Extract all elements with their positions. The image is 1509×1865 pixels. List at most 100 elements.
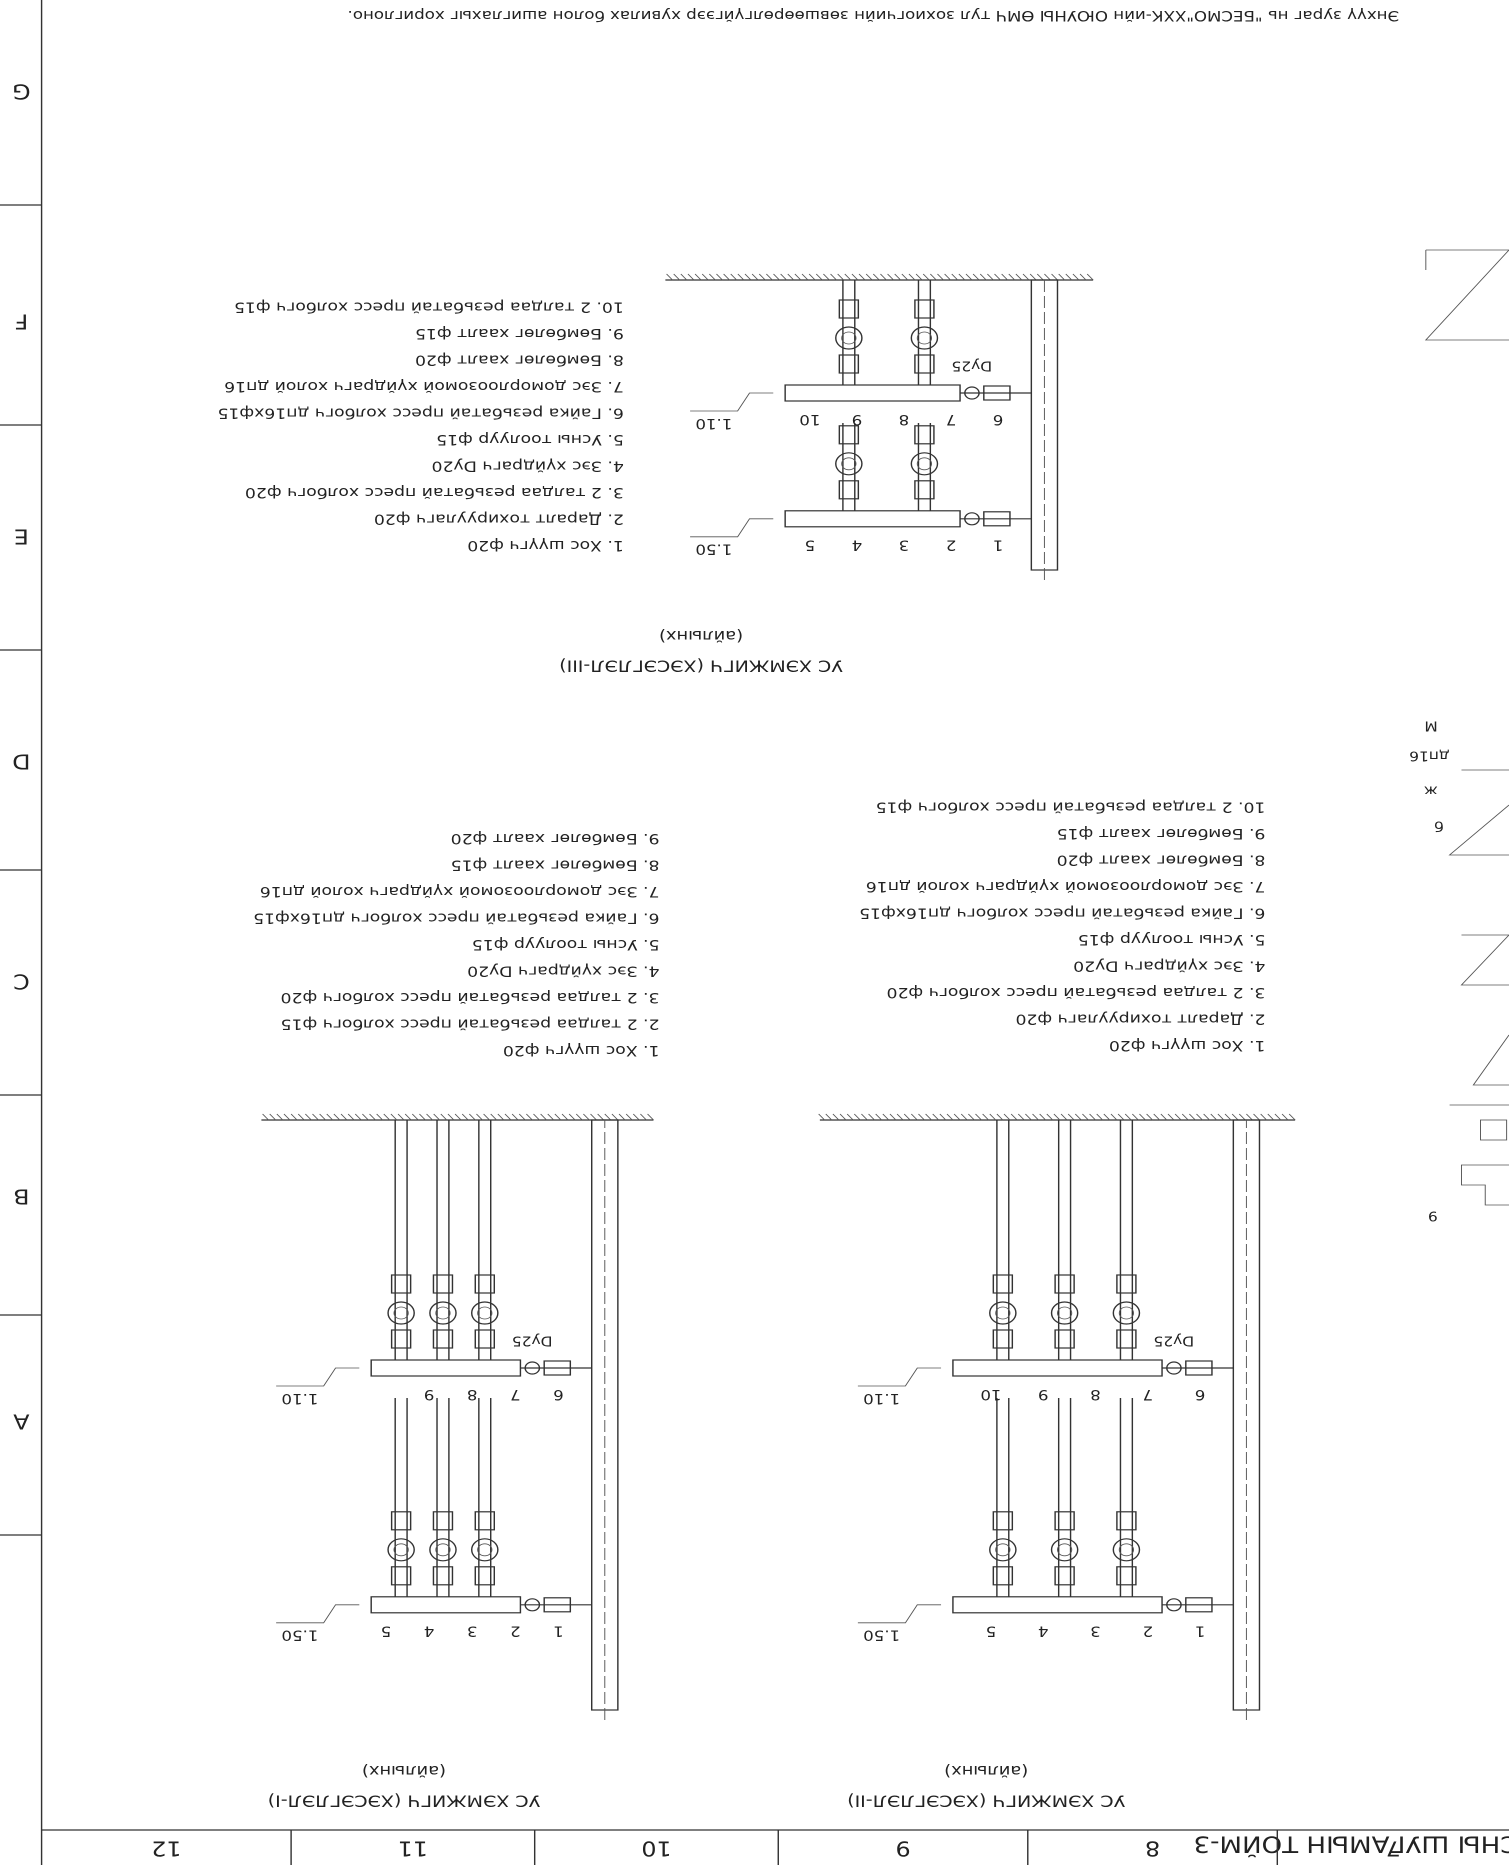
- legend-item: 8. Бөмбөлөг хаалт ф20: [1057, 852, 1266, 869]
- level-marker: [857, 1367, 942, 1387]
- water-meter: [1112, 1301, 1141, 1325]
- sketch-label: М: [1424, 718, 1437, 733]
- fitting: [838, 480, 860, 500]
- floor-hatch: [1267, 1113, 1275, 1121]
- callout: 9: [852, 411, 863, 427]
- callout: 6: [553, 1386, 564, 1402]
- callout: 5: [805, 537, 816, 553]
- valve: [1185, 1597, 1213, 1613]
- floor-hatch: [996, 1113, 1004, 1121]
- floor-hatch: [1046, 1113, 1054, 1121]
- floor-hatch: [1060, 1113, 1068, 1121]
- water-meter: [429, 1301, 457, 1325]
- water-meter-dial: [435, 1306, 451, 1320]
- floor-hatch: [979, 273, 987, 281]
- floor-hatch: [946, 1113, 954, 1121]
- water-meter: [429, 1538, 457, 1562]
- legend-item: 3. 2 талдаа резьбатай пресс холбогч ф20: [245, 484, 624, 501]
- floor-hatch: [1072, 273, 1080, 281]
- fitting: [1054, 1329, 1075, 1349]
- water-meter-dial: [916, 331, 933, 345]
- floor-hatch: [844, 273, 852, 281]
- floor-hatch: [801, 273, 809, 281]
- fitting: [432, 1511, 454, 1531]
- floor-hatch: [347, 1113, 355, 1121]
- floor-hatch: [958, 273, 966, 281]
- legend-item: 2. Даралт тохируулагч ф20: [1015, 1011, 1265, 1028]
- legend-item: 5. Усны тоолуур ф15: [1078, 931, 1266, 948]
- floor-hatch: [1110, 1113, 1118, 1121]
- copyright-notice: Энхүү зураг нь "БЕСМО"ХХК-ийн ОЮУНЫ ӨМЧ …: [347, 7, 1399, 23]
- callout: 8: [899, 411, 910, 427]
- sheet-title: СНЫ ШУГАМЫН ТОЙМ-3: [1193, 1831, 1509, 1857]
- callout: 2: [1142, 1623, 1153, 1639]
- water-meter: [470, 1538, 499, 1562]
- callout: 8: [1090, 1386, 1101, 1402]
- legend-item: 6. Гайка резьбатай пресс холбогч дп16хф1…: [218, 405, 624, 422]
- callout: 10: [799, 411, 820, 427]
- pipe-label: Dy25: [512, 1333, 553, 1348]
- callout: 10: [980, 1386, 1001, 1402]
- manifold: [952, 1359, 1163, 1377]
- row-label: D: [12, 749, 30, 772]
- filter: [1166, 1598, 1182, 1612]
- fitting: [474, 1329, 495, 1349]
- floor-hatch: [376, 1113, 383, 1121]
- water-meter-dial: [995, 1543, 1011, 1557]
- water-meter: [387, 1301, 415, 1325]
- floor-hatch: [766, 273, 773, 281]
- floor-hatch: [461, 1113, 469, 1121]
- floor-hatch: [708, 273, 716, 281]
- floor-hatch: [1189, 1113, 1196, 1121]
- floor-hatch: [476, 1113, 483, 1121]
- legend-item: 7. Зэс доморлоозомой хүйдрагч холой дп16: [260, 883, 660, 900]
- floor-hatch: [908, 273, 916, 281]
- isometric-sketch: [1424, 249, 1509, 1206]
- fitting: [390, 1329, 412, 1349]
- floor-hatch: [1117, 1113, 1125, 1121]
- callout: 3: [1090, 1623, 1101, 1639]
- section-title: УС ХЭМЖИГЧ (ХЭСЭГЛЭЛ-I): [268, 1791, 540, 1809]
- floor-hatch: [1017, 1113, 1025, 1121]
- section-subtitle: (айлынх): [659, 627, 743, 644]
- fitting: [474, 1511, 495, 1531]
- manifold: [784, 510, 961, 528]
- floor-hatch: [312, 1113, 319, 1121]
- fitting: [1116, 1511, 1137, 1531]
- floor-hatch: [1025, 1113, 1032, 1121]
- floor-hatch: [730, 273, 738, 281]
- floor-hatch: [504, 1113, 512, 1121]
- floor-hatch: [390, 1113, 398, 1121]
- floor-hatch: [1010, 1113, 1018, 1121]
- legend-item: 2. Даралт тохируулагч ф20: [374, 511, 624, 528]
- fitting: [1116, 1566, 1137, 1586]
- water-meter: [1050, 1538, 1079, 1562]
- water-meter: [470, 1301, 499, 1325]
- floor-hatch: [575, 1113, 583, 1121]
- pipe-label: Dy25: [1153, 1333, 1194, 1348]
- water-meter-dial: [841, 457, 857, 471]
- floor-hatch: [554, 1113, 562, 1121]
- floor-hatch: [411, 1113, 419, 1121]
- column-label: 12: [151, 1836, 181, 1859]
- floor-hatch: [1008, 273, 1016, 281]
- floor-hatch: [290, 1113, 298, 1121]
- section-subtitle: (айлынх): [362, 1762, 446, 1779]
- fitting: [474, 1566, 495, 1586]
- legend-item: 7. Зэс доморлоозомой хүйдрагч холой дп16: [224, 378, 624, 395]
- floor-hatch: [951, 273, 959, 281]
- floor-hatch: [851, 273, 859, 281]
- fitting: [1054, 1566, 1075, 1586]
- fitting: [1054, 1274, 1075, 1294]
- valve: [543, 1597, 572, 1613]
- sketch-line: [1424, 249, 1509, 341]
- fitting: [914, 354, 935, 374]
- floor-hatch: [839, 1113, 847, 1121]
- fitting: [1054, 1511, 1075, 1531]
- water-meter-dial: [1057, 1306, 1073, 1320]
- fitting: [432, 1566, 454, 1586]
- floor-hatch: [1039, 1113, 1046, 1121]
- callout: 7: [510, 1386, 521, 1402]
- floor-hatch: [882, 1113, 890, 1121]
